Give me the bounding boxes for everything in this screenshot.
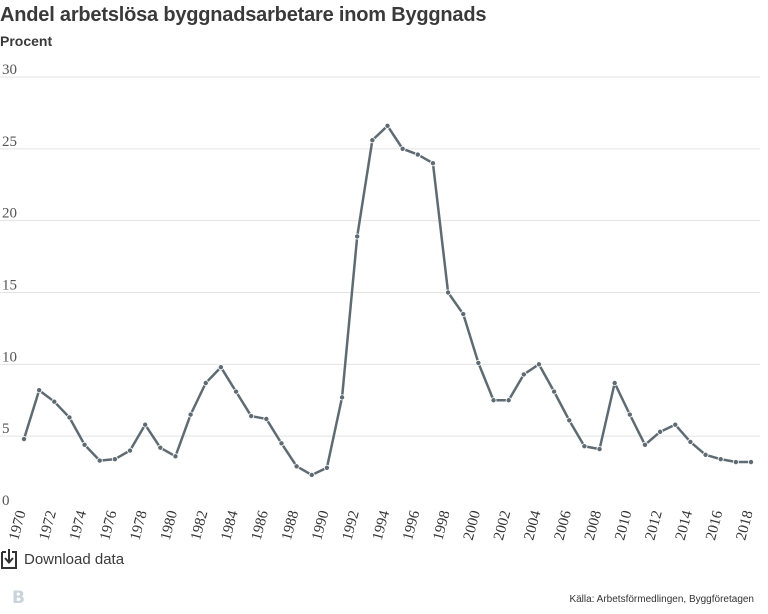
data-point[interactable]: [717, 456, 724, 463]
x-tick-label: 2018: [733, 509, 756, 542]
data-point[interactable]: [641, 441, 648, 448]
y-tick-label: 20: [2, 206, 17, 222]
y-tick-label: 15: [2, 278, 17, 294]
chart-title: Andel arbetslösa byggnadsarbetare inom B…: [0, 4, 487, 26]
y-axis-unit-label: Procent: [0, 33, 53, 49]
x-tick-label: 2006: [552, 508, 575, 542]
x-tick-label: 2008: [582, 509, 605, 542]
data-point[interactable]: [36, 387, 43, 394]
download-data-label: Download data: [24, 550, 125, 568]
data-point[interactable]: [732, 459, 739, 466]
data-point[interactable]: [445, 289, 452, 296]
data-point[interactable]: [748, 459, 755, 466]
data-point[interactable]: [202, 380, 209, 387]
x-tick-label: 1970: [6, 509, 29, 542]
data-point[interactable]: [96, 457, 103, 464]
download-data-button[interactable]: Download data: [0, 548, 124, 570]
data-point[interactable]: [66, 414, 73, 421]
line-chart: 0 5 10 15 20 25 30 1970 1972 1974 1976 1978 1980 198…: [0, 62, 760, 542]
data-point[interactable]: [248, 413, 255, 420]
data-point[interactable]: [172, 453, 179, 460]
x-tick-label: 1988: [279, 509, 302, 542]
y-tick-label: 10: [2, 349, 17, 365]
series-layer: [20, 122, 755, 478]
series-line: [22, 124, 751, 477]
data-point[interactable]: [293, 463, 300, 470]
data-point[interactable]: [308, 471, 315, 478]
x-tick-label: 2012: [643, 509, 666, 542]
y-tick-label: 30: [2, 62, 17, 78]
data-point[interactable]: [384, 122, 391, 129]
data-point[interactable]: [429, 160, 436, 167]
data-point[interactable]: [142, 421, 149, 428]
data-point[interactable]: [217, 364, 224, 371]
x-tick-label: 1992: [340, 509, 363, 542]
download-icon: [0, 548, 18, 570]
data-point[interactable]: [157, 444, 164, 451]
y-axis-ticks: 0 5 10 15 20 25 30: [2, 62, 17, 509]
data-point[interactable]: [278, 440, 285, 447]
data-point[interactable]: [611, 380, 618, 387]
x-tick-label: 1984: [218, 508, 241, 542]
data-point[interactable]: [354, 233, 361, 240]
x-tick-label: 1998: [430, 509, 453, 542]
data-point[interactable]: [520, 371, 527, 378]
x-tick-label: 2004: [521, 508, 544, 542]
data-point[interactable]: [566, 417, 573, 424]
data-point[interactable]: [490, 397, 497, 404]
data-point[interactable]: [111, 456, 118, 463]
data-point[interactable]: [323, 464, 330, 471]
x-tick-label: 1974: [67, 508, 90, 542]
x-tick-label: 1996: [400, 508, 423, 542]
x-tick-label: 1976: [97, 508, 120, 542]
data-point[interactable]: [702, 451, 709, 458]
x-tick-label: 1990: [309, 509, 332, 542]
data-point[interactable]: [581, 443, 588, 450]
x-tick-label: 2016: [703, 508, 726, 542]
x-tick-label: 1994: [370, 508, 393, 542]
x-tick-label: 2010: [612, 509, 635, 542]
data-point[interactable]: [399, 145, 406, 152]
data-point[interactable]: [672, 421, 679, 428]
x-tick-label: 2014: [673, 508, 696, 542]
data-point[interactable]: [687, 438, 694, 445]
data-point[interactable]: [414, 151, 421, 158]
brand-logo: B: [12, 588, 25, 608]
data-point[interactable]: [369, 137, 376, 144]
data-point[interactable]: [339, 394, 346, 401]
y-tick-label: 0: [2, 493, 10, 509]
data-point[interactable]: [81, 441, 88, 448]
y-tick-label: 25: [2, 134, 17, 150]
data-point[interactable]: [626, 411, 633, 418]
data-point[interactable]: [233, 388, 240, 395]
data-point[interactable]: [263, 415, 270, 422]
data-point[interactable]: [20, 436, 27, 443]
data-point[interactable]: [505, 397, 512, 404]
data-point[interactable]: [596, 446, 603, 453]
x-tick-label: 1980: [158, 509, 181, 542]
data-point[interactable]: [460, 311, 467, 318]
x-tick-label: 1986: [249, 508, 272, 542]
x-tick-label: 2002: [491, 509, 514, 542]
data-point[interactable]: [127, 447, 134, 454]
x-tick-label: 1972: [37, 509, 60, 542]
x-tick-label: 2000: [461, 509, 484, 542]
data-point[interactable]: [535, 361, 542, 368]
x-tick-label: 1978: [128, 509, 151, 542]
data-point[interactable]: [657, 428, 664, 435]
data-point[interactable]: [551, 388, 558, 395]
x-axis-ticks: 1970 1972 1974 1976 1978 1980 1982 1984 1986 1988…: [6, 508, 756, 542]
x-tick-label: 1982: [188, 509, 211, 542]
data-point[interactable]: [51, 398, 58, 405]
gridlines: [0, 76, 760, 437]
y-tick-label: 5: [2, 421, 10, 437]
source-credit: Källa: Arbetsförmedlingen, Byggföretagen: [569, 594, 754, 605]
data-point[interactable]: [475, 359, 482, 366]
data-point[interactable]: [187, 411, 194, 418]
